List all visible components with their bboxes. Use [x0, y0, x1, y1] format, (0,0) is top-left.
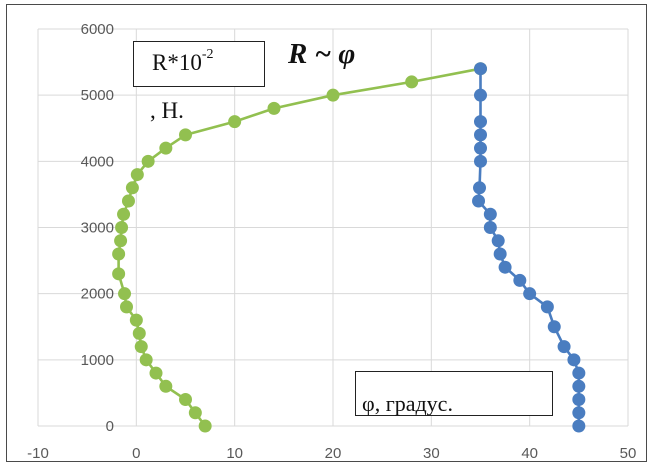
x-tick-label: 30 — [423, 445, 440, 462]
data-point — [572, 366, 586, 380]
y-tick-label: 0 — [106, 418, 114, 435]
data-point — [188, 406, 202, 420]
data-point — [572, 379, 586, 393]
data-point — [540, 300, 554, 314]
data-point — [572, 406, 586, 420]
y-axis-label-box: R*10-2 — [133, 41, 265, 87]
data-point — [572, 419, 586, 433]
data-point — [159, 379, 173, 393]
data-point — [149, 366, 163, 380]
chart-title: R ~ φ — [288, 38, 356, 70]
data-point — [112, 267, 126, 281]
data-point — [513, 273, 527, 287]
data-point — [474, 62, 487, 76]
data-point — [130, 168, 144, 182]
data-point — [179, 128, 192, 142]
y-axis-label-exponent: -2 — [201, 47, 214, 62]
data-point — [121, 194, 135, 208]
data-point — [228, 115, 242, 129]
data-point — [483, 207, 497, 221]
data-point — [118, 287, 132, 301]
x-tick-label: 50 — [620, 445, 637, 462]
y-tick-label: 4000 — [81, 153, 114, 170]
data-point — [474, 141, 487, 155]
x-tick-label: -10 — [27, 445, 49, 462]
data-point — [557, 340, 571, 354]
data-point — [267, 101, 281, 115]
x-axis-label-box: φ, градус. — [355, 371, 553, 416]
data-point — [473, 181, 487, 195]
data-point — [474, 88, 487, 102]
data-point — [567, 353, 581, 367]
x-axis-label: φ, градус. — [362, 391, 453, 416]
data-point — [198, 419, 212, 433]
y-tick-label: 3000 — [81, 220, 114, 237]
data-point — [483, 221, 497, 234]
y-axis-label-main: R*10 — [152, 50, 202, 75]
data-point — [472, 194, 486, 208]
data-point — [125, 181, 139, 195]
data-point — [523, 287, 537, 301]
data-point — [112, 247, 126, 261]
x-tick-label: 10 — [226, 445, 243, 462]
data-point — [179, 393, 192, 407]
x-tick-label: 40 — [521, 445, 538, 462]
data-point — [474, 154, 487, 168]
data-point — [326, 88, 340, 102]
data-point — [115, 221, 129, 234]
data-point — [141, 154, 155, 168]
y-tick-label: 1000 — [81, 352, 114, 369]
data-point — [117, 207, 131, 221]
data-point — [139, 353, 153, 367]
y-tick-label: 6000 — [81, 21, 114, 38]
data-point — [498, 260, 512, 274]
data-point — [572, 393, 586, 407]
data-point — [132, 326, 146, 340]
data-point — [134, 340, 148, 354]
data-point — [493, 247, 507, 261]
data-point — [491, 234, 505, 248]
x-tick-label: 0 — [132, 445, 140, 462]
y-axis-label-unit: , Н. — [150, 98, 184, 124]
data-point — [129, 313, 143, 327]
data-point — [120, 300, 133, 314]
x-tick-label: 20 — [325, 445, 342, 462]
data-point — [405, 75, 419, 89]
data-point — [474, 115, 487, 129]
data-point — [159, 141, 173, 155]
y-axis-label: R*10-2 — [152, 47, 214, 76]
y-tick-label: 5000 — [81, 87, 114, 104]
y-tick-label: 2000 — [81, 286, 114, 303]
data-point — [547, 320, 561, 334]
data-point — [474, 128, 487, 142]
data-point — [114, 234, 128, 248]
